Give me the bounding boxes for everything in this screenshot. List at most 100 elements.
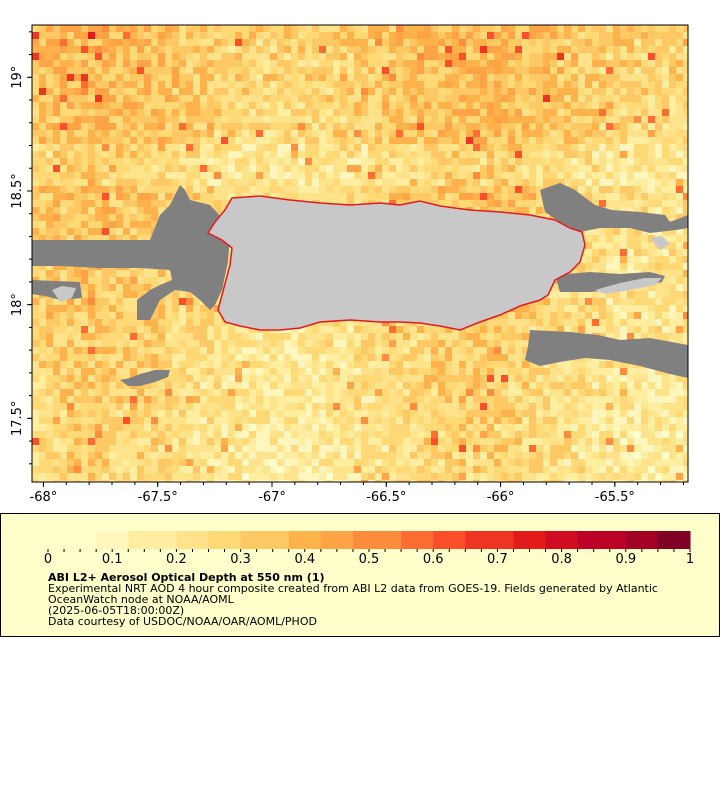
aod-cell (221, 158, 228, 165)
aod-cell (333, 347, 340, 354)
aod-cell (410, 81, 417, 88)
aod-cell (95, 200, 102, 207)
aod-cell (578, 95, 585, 102)
aod-cell (270, 95, 277, 102)
aod-cell (179, 172, 186, 179)
aod-cell (165, 361, 172, 368)
aod-cell (578, 109, 585, 116)
aod-cell (550, 298, 557, 305)
aod-cell (613, 270, 620, 277)
aod-cell (536, 312, 543, 319)
aod-cell (151, 207, 158, 214)
aod-cell (613, 172, 620, 179)
aod-cell (291, 116, 298, 123)
aod-cell (256, 172, 263, 179)
aod-cell (193, 67, 200, 74)
aod-cell (508, 333, 515, 340)
aod-cell (522, 340, 529, 347)
aod-cell (39, 25, 46, 32)
aod-cell (557, 53, 564, 60)
aod-cell (137, 165, 144, 172)
aod-cell (480, 165, 487, 172)
aod-cell (200, 326, 207, 333)
aod-cell (165, 382, 172, 389)
aod-cell (627, 333, 634, 340)
aod-cell (172, 39, 179, 46)
aod-cell (284, 123, 291, 130)
aod-cell (487, 333, 494, 340)
aod-cell (144, 172, 151, 179)
aod-cell (326, 102, 333, 109)
aod-cell (669, 249, 676, 256)
aod-cell (151, 88, 158, 95)
aod-cell (95, 151, 102, 158)
aod-cell (137, 74, 144, 81)
aod-cell (312, 102, 319, 109)
aod-cell (480, 81, 487, 88)
aod-cell (200, 81, 207, 88)
aod-cell (522, 319, 529, 326)
aod-cell (116, 305, 123, 312)
aod-cell (228, 81, 235, 88)
aod-cell (585, 158, 592, 165)
aod-cell (361, 172, 368, 179)
aod-cell (361, 193, 368, 200)
aod-cell (543, 67, 550, 74)
aod-cell (347, 32, 354, 39)
aod-cell (256, 151, 263, 158)
aod-cell (179, 312, 186, 319)
aod-cell (46, 53, 53, 60)
aod-cell (298, 179, 305, 186)
aod-cell (116, 172, 123, 179)
aod-cell (109, 207, 116, 214)
aod-cell (340, 25, 347, 32)
aod-cell (529, 32, 536, 39)
aod-cell (32, 389, 39, 396)
aod-cell (669, 277, 676, 284)
aod-cell (634, 312, 641, 319)
aod-cell (452, 179, 459, 186)
aod-cell (81, 326, 88, 333)
aod-cell (417, 375, 424, 382)
aod-cell (256, 116, 263, 123)
aod-cell (648, 312, 655, 319)
aod-cell (256, 389, 263, 396)
aod-cell (130, 186, 137, 193)
aod-cell (578, 25, 585, 32)
aod-cell (130, 53, 137, 60)
aod-cell (74, 235, 81, 242)
aod-cell (326, 116, 333, 123)
aod-cell (382, 60, 389, 67)
aod-cell (662, 382, 669, 389)
aod-cell (389, 354, 396, 361)
aod-cell (536, 389, 543, 396)
aod-cell (627, 207, 634, 214)
aod-cell (228, 151, 235, 158)
aod-cell (158, 354, 165, 361)
aod-cell (270, 32, 277, 39)
aod-cell (466, 151, 473, 158)
aod-cell (116, 214, 123, 221)
aod-cell (522, 389, 529, 396)
aod-cell (557, 326, 564, 333)
aod-cell (102, 298, 109, 305)
aod-cell (151, 32, 158, 39)
aod-cell (144, 270, 151, 277)
aod-cell (361, 158, 368, 165)
aod-cell (193, 151, 200, 158)
aod-cell (46, 305, 53, 312)
aod-cell (522, 333, 529, 340)
aod-cell (592, 389, 599, 396)
aod-cell (137, 284, 144, 291)
aod-cell (403, 165, 410, 172)
aod-cell (109, 109, 116, 116)
aod-cell (123, 186, 130, 193)
aod-cell (487, 25, 494, 32)
aod-cell (564, 326, 571, 333)
aod-cell (298, 340, 305, 347)
aod-cell (501, 354, 508, 361)
aod-cell (508, 340, 515, 347)
aod-cell (81, 312, 88, 319)
aod-cell (158, 123, 165, 130)
aod-cell (445, 95, 452, 102)
